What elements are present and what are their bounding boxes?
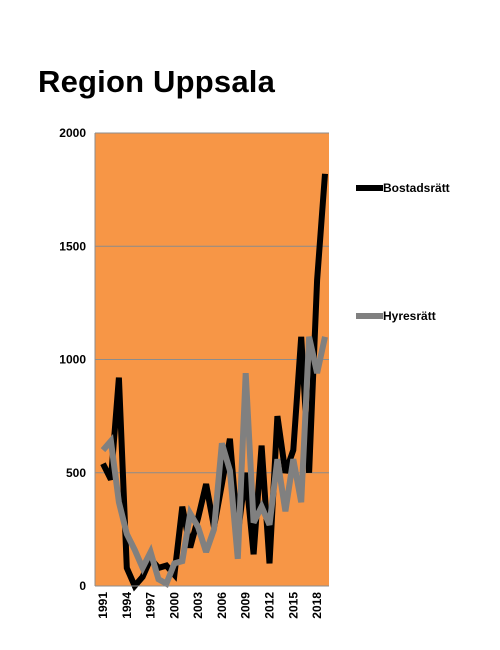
x-tick-label: 2015 bbox=[286, 592, 300, 619]
legend: Bostadsrätt Hyresrätt bbox=[356, 181, 450, 323]
y-tick-label: 1000 bbox=[59, 353, 86, 367]
series-line-hyresratt bbox=[100, 336, 328, 589]
chart-title: Region Uppsala bbox=[38, 64, 276, 99]
x-tick-label: 2012 bbox=[263, 592, 277, 619]
legend-label: Hyresrätt bbox=[383, 309, 436, 323]
y-tick-labels: 0 500 1000 1500 2000 bbox=[59, 126, 86, 593]
x-tick-label: 1991 bbox=[96, 592, 110, 619]
y-tick-label: 0 bbox=[79, 579, 86, 593]
x-tick-label: 2018 bbox=[310, 592, 324, 619]
legend-label: Bostadsrätt bbox=[383, 181, 450, 195]
y-tick-label: 500 bbox=[66, 466, 86, 480]
x-tick-labels: 1991 1994 1997 2000 2003 2006 2009 2012 2015 2018 bbox=[96, 592, 324, 619]
x-tick-label: 2009 bbox=[239, 592, 253, 619]
x-tick-label: 1997 bbox=[144, 592, 158, 619]
y-tick-label: 1500 bbox=[59, 239, 86, 253]
x-tick-label: 2003 bbox=[191, 592, 205, 619]
series-lines bbox=[100, 173, 328, 592]
x-tick-label: 2006 bbox=[215, 592, 229, 619]
x-tick-label: 1994 bbox=[120, 592, 134, 619]
x-tick-label: 2000 bbox=[167, 592, 181, 619]
y-tick-label: 2000 bbox=[59, 126, 86, 140]
